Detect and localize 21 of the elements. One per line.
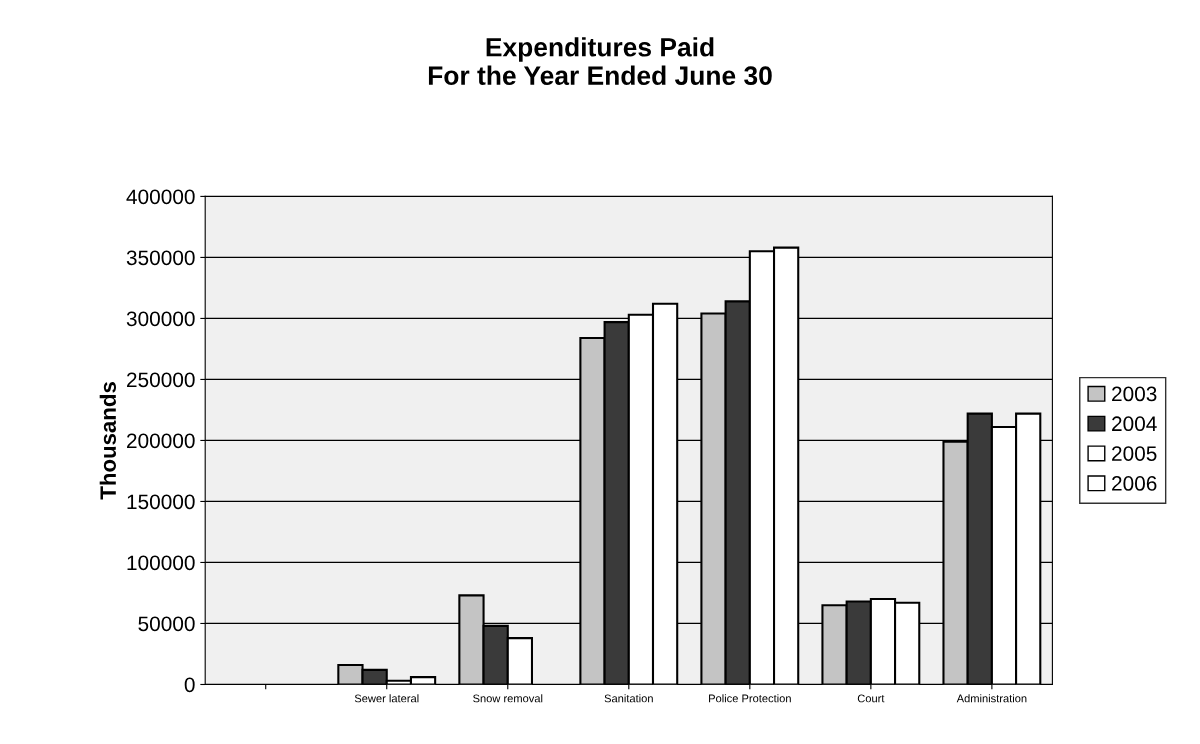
x-tick-label: Court [857, 694, 885, 703]
x-tick-label: Administration [956, 694, 1027, 703]
legend-label: 2003 [1112, 386, 1157, 402]
legend-label: 2006 [1112, 476, 1157, 491]
y-tick-label: 0 [184, 677, 195, 693]
legend-label: 2005 [1112, 446, 1157, 461]
legend-label: 2004 [1112, 416, 1157, 432]
y-tick-label: 50000 [138, 616, 195, 632]
x-tick-label: Snow removal [473, 694, 543, 703]
chart-title: Expenditures Paid For the Year Ended June 30 [428, 37, 772, 86]
y-tick-label: 100000 [127, 555, 195, 571]
y-axis-title: Thousands [99, 382, 117, 500]
y-tick-label: 400000 [126, 189, 195, 205]
x-tick-label: Sewer lateral [354, 694, 419, 703]
x-tick-label: Police Protection [709, 694, 791, 703]
y-tick-label: 150000 [127, 494, 195, 510]
y-tick-label: 300000 [126, 311, 195, 327]
x-tick-label: Sanitation [604, 694, 653, 703]
y-tick-label: 250000 [127, 372, 195, 388]
y-tick-label: 350000 [126, 250, 195, 266]
y-tick-label: 200000 [127, 433, 195, 449]
